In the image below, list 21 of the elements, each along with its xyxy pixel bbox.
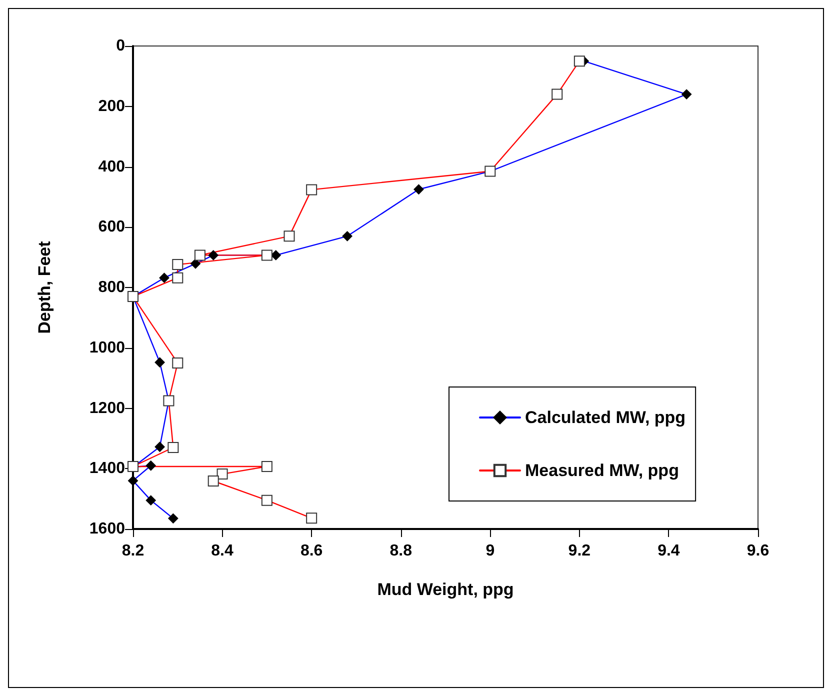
x-tick-label: 8.2 (122, 542, 144, 560)
y-tick-label: 1000 (89, 339, 126, 356)
x-tick-label: 9.6 (746, 542, 770, 560)
y-tick-label: 0 (116, 38, 126, 54)
y-tick-label: 600 (98, 218, 126, 236)
x-axis-title: Mud Weight, ppg (377, 580, 514, 599)
x-tick-label: 8.8 (390, 542, 412, 560)
x-tick-label: 8.6 (300, 542, 323, 560)
x-tick-label: 8.4 (211, 542, 234, 560)
legend-label: Measured MW, ppg (525, 461, 679, 480)
x-tick-label: 9.2 (568, 542, 591, 560)
y-tick-label: 1400 (89, 460, 126, 478)
y-tick-label: 1600 (89, 520, 126, 538)
y-tick-label: 200 (98, 98, 126, 115)
x-tick-label: 9 (486, 542, 495, 560)
legend-label: Calculated MW, ppg (525, 408, 686, 427)
x-tick-label: 9.4 (658, 542, 680, 560)
y-tick-label: 1200 (89, 400, 126, 417)
y-tick-label: 800 (98, 279, 126, 296)
y-axis-title: Depth, Feet (35, 240, 54, 334)
y-tick-label: 400 (98, 158, 126, 176)
